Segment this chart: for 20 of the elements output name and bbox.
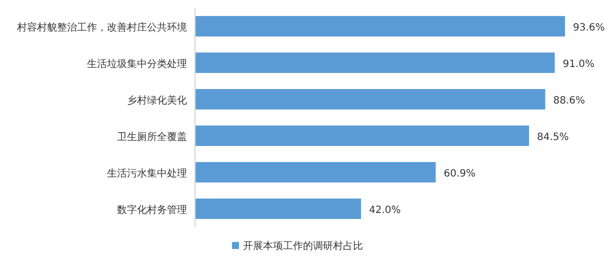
y-tick-label: 生活污水集中处理 — [107, 167, 187, 180]
data-label: 91.0% — [562, 58, 595, 70]
bar — [195, 89, 546, 110]
data-label: 42.0% — [369, 204, 401, 216]
data-label: 88.6% — [553, 95, 586, 106]
data-label: 60.9% — [444, 168, 476, 180]
y-tick-label: 生活垃圾集中分类处理 — [87, 58, 187, 70]
data-label: 84.5% — [537, 132, 569, 143]
y-tick-label: 数字化村务管理 — [117, 204, 187, 216]
y-tick-label: 卫生厕所全覆盖 — [117, 130, 187, 143]
y-tick-label: 乡村绿化美化 — [127, 94, 187, 106]
bar — [195, 162, 436, 182]
legend-label: 开展本项工作的调研村占比 — [243, 240, 363, 252]
bar — [195, 198, 362, 219]
bar — [195, 52, 555, 73]
data-label: 93.6% — [573, 22, 605, 34]
bar — [195, 16, 565, 36]
y-tick-label: 村容村貌整治工作，改善村庄公共环境 — [16, 21, 187, 34]
legend: 开展本项工作的调研村占比 — [232, 241, 363, 252]
bar — [195, 126, 530, 146]
